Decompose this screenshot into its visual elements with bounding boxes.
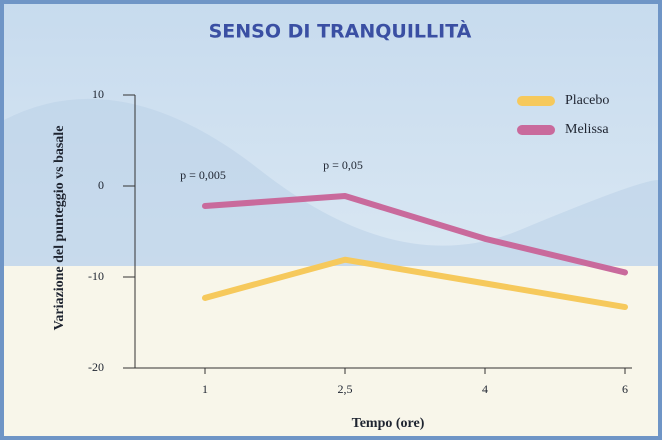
chart: SENSO DI TRANQUILLITÀ Tempo (ore) Variaz… [0,0,662,440]
legend-swatch [517,125,555,135]
annotation: p = 0,05 [323,158,363,172]
y-tick-label: -20 [88,360,104,374]
y-axis-title: Variazione del punteggio vs basale [52,126,67,331]
x-axis-title: Tempo (ore) [352,416,425,431]
x-tick-label: 1 [202,382,208,396]
legend-label: Placebo [565,93,609,108]
x-tick-label: 4 [482,382,488,396]
y-tick-label: 10 [92,87,104,101]
chart-title: SENSO DI TRANQUILLITÀ [209,20,472,43]
x-tick-label: 2,5 [338,382,353,396]
legend-label: Melissa [565,122,609,137]
lower-background [4,266,658,436]
x-tick-label: 6 [622,382,628,396]
y-tick-label: 0 [98,178,104,192]
annotation: p = 0,005 [180,168,226,182]
legend-swatch [517,96,555,106]
y-tick-label: -10 [88,269,104,283]
